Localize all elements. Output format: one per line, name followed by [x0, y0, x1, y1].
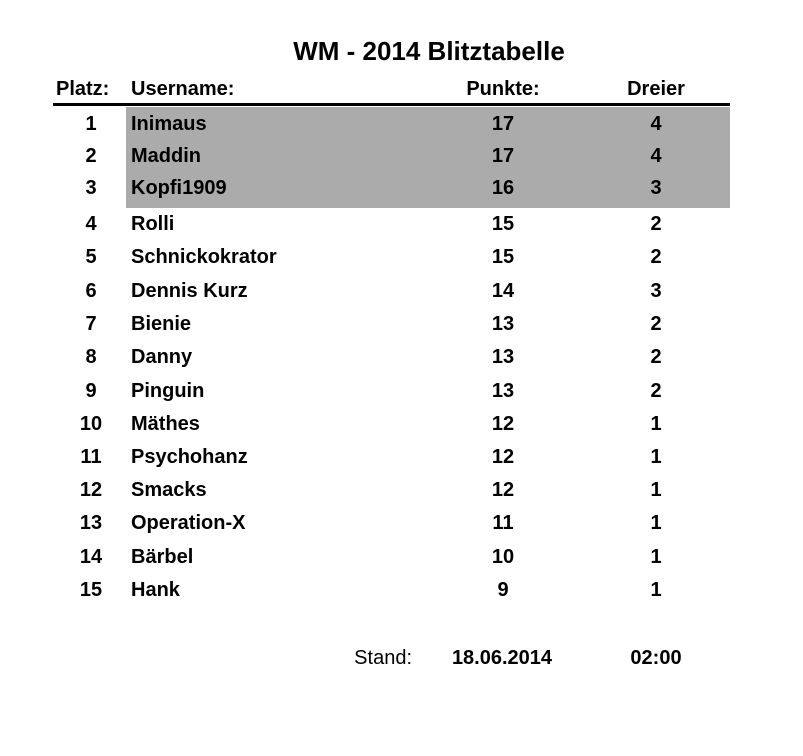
dreier-cell: 2	[650, 246, 662, 268]
username-cell: Dennis Kurz	[131, 280, 248, 302]
table-row: 12 Smacks 12 1	[0, 474, 803, 507]
rank-cell: 10	[79, 413, 103, 435]
dreier-cell: 1	[650, 413, 662, 435]
rank-cell: 15	[79, 579, 103, 601]
points-cell: 12	[491, 413, 515, 435]
top3-highlight	[126, 107, 730, 208]
username-cell: Psychohanz	[131, 446, 248, 468]
username-cell: Maddin	[131, 145, 201, 167]
rank-cell: 3	[85, 177, 97, 199]
rank-cell: 14	[79, 546, 103, 568]
footer-date: 18.06.2014	[451, 647, 553, 669]
points-cell: 9	[497, 579, 509, 601]
username-cell: Bienie	[131, 313, 192, 335]
rank-cell: 6	[85, 280, 97, 302]
points-cell: 12	[491, 446, 515, 468]
dreier-cell: 3	[650, 280, 662, 302]
dreier-cell: 2	[650, 380, 662, 402]
rank-cell: 1	[85, 113, 97, 135]
table-row: 4 Rolli 15 2	[0, 208, 803, 241]
table-row: 15 Hank 9 1	[0, 574, 803, 607]
points-cell: 13	[491, 313, 515, 335]
rank-cell: 13	[79, 512, 103, 534]
header-dreier: Dreier	[627, 78, 685, 100]
username-cell: Bärbel	[131, 546, 194, 568]
table-row: 9 Pinguin 13 2	[0, 375, 803, 408]
table-row: 2 Maddin 17 4	[0, 140, 803, 173]
rank-cell: 11	[80, 446, 102, 468]
table-row: 3 Kopfi1909 16 3	[0, 172, 803, 205]
rank-cell: 7	[85, 313, 97, 335]
dreier-cell: 4	[650, 113, 662, 135]
points-cell: 17	[491, 145, 515, 167]
table-row: 7 Bienie 13 2	[0, 308, 803, 341]
rank-cell: 8	[85, 346, 97, 368]
header-punkte: Punkte:	[466, 78, 540, 100]
points-cell: 16	[491, 177, 515, 199]
points-cell: 15	[491, 246, 515, 268]
rank-cell: 5	[85, 246, 97, 268]
username-cell: Inimaus	[131, 113, 207, 135]
username-cell: Hank	[131, 579, 180, 601]
dreier-cell: 1	[650, 512, 662, 534]
points-cell: 10	[491, 546, 515, 568]
table-row: 6 Dennis Kurz 14 3	[0, 275, 803, 308]
dreier-cell: 3	[650, 177, 662, 199]
dreier-cell: 2	[650, 346, 662, 368]
username-cell: Schnickokrator	[131, 246, 277, 268]
table-row: 5 Schnickokrator 15 2	[0, 241, 803, 274]
username-cell: Danny	[131, 346, 193, 368]
dreier-cell: 2	[650, 213, 662, 235]
page-title: WM - 2014 Blitztabelle	[293, 36, 565, 66]
dreier-cell: 1	[650, 446, 662, 468]
points-cell: 11	[492, 512, 514, 534]
header-platz: Platz:	[56, 78, 110, 100]
table-row: 1 Inimaus 17 4	[0, 108, 803, 141]
dreier-cell: 1	[650, 479, 662, 501]
dreier-cell: 1	[650, 579, 662, 601]
username-cell: Rolli	[131, 213, 175, 235]
rank-cell: 4	[85, 213, 97, 235]
points-cell: 13	[491, 380, 515, 402]
rank-cell: 12	[79, 479, 103, 501]
table-row: 14 Bärbel 10 1	[0, 541, 803, 574]
username-cell: Operation-X	[131, 512, 246, 534]
table-row: 13 Operation-X 11 1	[0, 507, 803, 540]
dreier-cell: 1	[650, 546, 662, 568]
username-cell: Pinguin	[131, 380, 205, 402]
table-row: 8 Danny 13 2	[0, 341, 803, 374]
points-cell: 17	[491, 113, 515, 135]
dreier-cell: 2	[650, 313, 662, 335]
table-row: 11 Psychohanz 12 1	[0, 441, 803, 474]
footer-time: 02:00	[630, 647, 682, 669]
points-cell: 12	[491, 479, 515, 501]
username-cell: Kopfi1909	[131, 177, 227, 199]
username-cell: Mäthes	[131, 413, 200, 435]
points-cell: 13	[491, 346, 515, 368]
header-username: Username:	[131, 78, 235, 100]
footer-label: Stand:	[354, 647, 412, 669]
header-divider	[53, 103, 730, 106]
username-cell: Smacks	[131, 479, 207, 501]
dreier-cell: 4	[650, 145, 662, 167]
rank-cell: 9	[85, 380, 97, 402]
points-cell: 14	[491, 280, 515, 302]
points-cell: 15	[491, 213, 515, 235]
rank-cell: 2	[85, 145, 97, 167]
table-row: 10 Mäthes 12 1	[0, 408, 803, 441]
